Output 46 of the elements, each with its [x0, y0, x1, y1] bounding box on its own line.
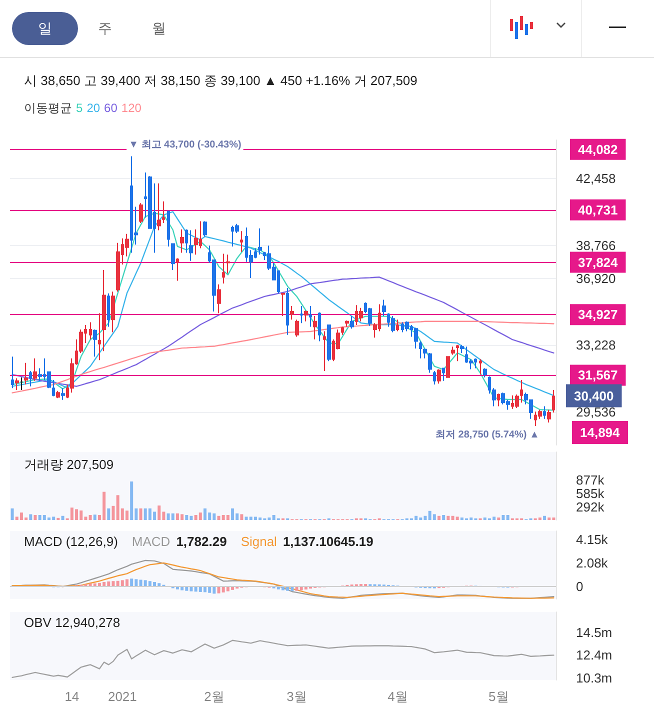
y-tick-label: 42,458: [576, 171, 616, 186]
text: 20: [86, 101, 100, 115]
y-tick-label: 4.15k: [576, 532, 608, 547]
legend-title: 이동평균: [24, 101, 72, 115]
text: 60: [104, 101, 118, 115]
ref-line-label: 37,824: [578, 254, 619, 270]
annotation: ▼ 최고 43,700 (-30.43%): [128, 140, 242, 151]
annotation: 1,782.29: [176, 534, 227, 549]
x-tick-label: 2월: [204, 689, 224, 704]
y-tick-label: 14.5m: [576, 625, 612, 640]
chart-title: 거래량 207,509: [24, 456, 114, 474]
text: 5: [76, 101, 83, 115]
y-tick-label: 2.08k: [576, 555, 608, 570]
y-tick-label: 33,228: [576, 338, 616, 353]
text: 120: [121, 101, 142, 115]
y-tick-label: 38,766: [576, 238, 616, 253]
x-tick-label: 3월: [286, 689, 307, 704]
text: 14,894: [572, 421, 628, 444]
y-tick-label: 12.4m: [576, 648, 612, 663]
text: 30,400: [574, 388, 614, 404]
text: Signal: [240, 534, 277, 549]
y-tick-label: 292k: [576, 499, 605, 514]
text: 일: [12, 12, 78, 45]
annotation: 최저 28,750 (5.74%) ▲: [436, 430, 540, 441]
y-tick-label: 877k: [576, 472, 605, 488]
ref-line-label: 44,082: [578, 142, 618, 157]
x-tick-label: 2021: [108, 689, 137, 704]
ref-line-label: 31,567: [578, 368, 618, 383]
x-tick-label: 5월: [488, 689, 509, 704]
y-tick-label: 36,920: [576, 271, 616, 286]
y-tick-label: 10.3m: [576, 670, 612, 686]
y-tick-label: 585k: [576, 486, 605, 501]
ref-line-label: 40,731: [578, 202, 618, 218]
x-tick-label: 14: [64, 689, 80, 704]
chart-title: OBV 12,940,278: [24, 615, 120, 630]
annotation: 1,137.10: [282, 534, 334, 549]
ref-line-label: 34,927: [578, 307, 618, 322]
y-tick-label: 0: [576, 579, 584, 594]
annotation: 645.19: [334, 534, 374, 549]
series-label: MACD: [132, 534, 170, 549]
chart-title: 시 38,650 고 39,400 저 38,150 종 39,100 ▲ 450 +1.16% 거 207,509: [24, 72, 418, 90]
text: 주: [97, 19, 113, 38]
chart-title: MACD (12,26,9): [24, 534, 118, 549]
text: 월: [151, 19, 167, 38]
x-tick-label: 4월: [388, 689, 408, 704]
y-tick-label: 29,536: [576, 404, 616, 420]
